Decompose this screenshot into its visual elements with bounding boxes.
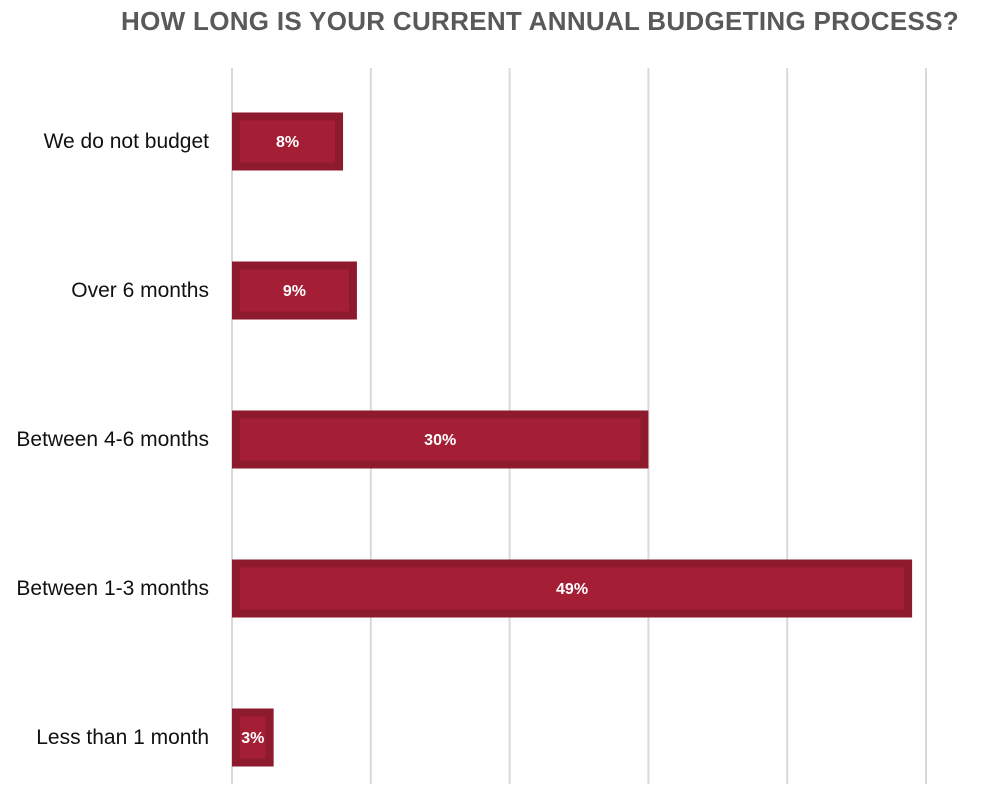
- bar-inner-panel: [240, 716, 266, 759]
- bar-inner-panel: [240, 418, 641, 461]
- data-label: 9%: [283, 283, 306, 300]
- bar-inner-panel: [240, 120, 336, 163]
- data-label: 3%: [241, 730, 264, 747]
- bar-inner-panel: [240, 269, 349, 312]
- data-label: 49%: [556, 581, 588, 598]
- data-labels: 8% 9% 30% 49% 3%: [241, 134, 588, 747]
- category-label: Over 6 months: [71, 279, 209, 302]
- data-label: 8%: [276, 134, 299, 151]
- category-label: We do not budget: [44, 130, 210, 153]
- chart-title: HOW LONG IS YOUR CURRENT ANNUAL BUDGETIN…: [121, 6, 959, 36]
- category-labels: We do not budget Over 6 months Between 4-6…: [16, 130, 209, 749]
- category-label: Between 4-6 months: [16, 428, 209, 451]
- bar-inner-panel: [240, 567, 905, 610]
- category-label: Between 1-3 months: [16, 577, 209, 600]
- category-label: Less than 1 month: [36, 726, 209, 749]
- bars: [232, 112, 913, 767]
- data-label: 30%: [424, 432, 456, 449]
